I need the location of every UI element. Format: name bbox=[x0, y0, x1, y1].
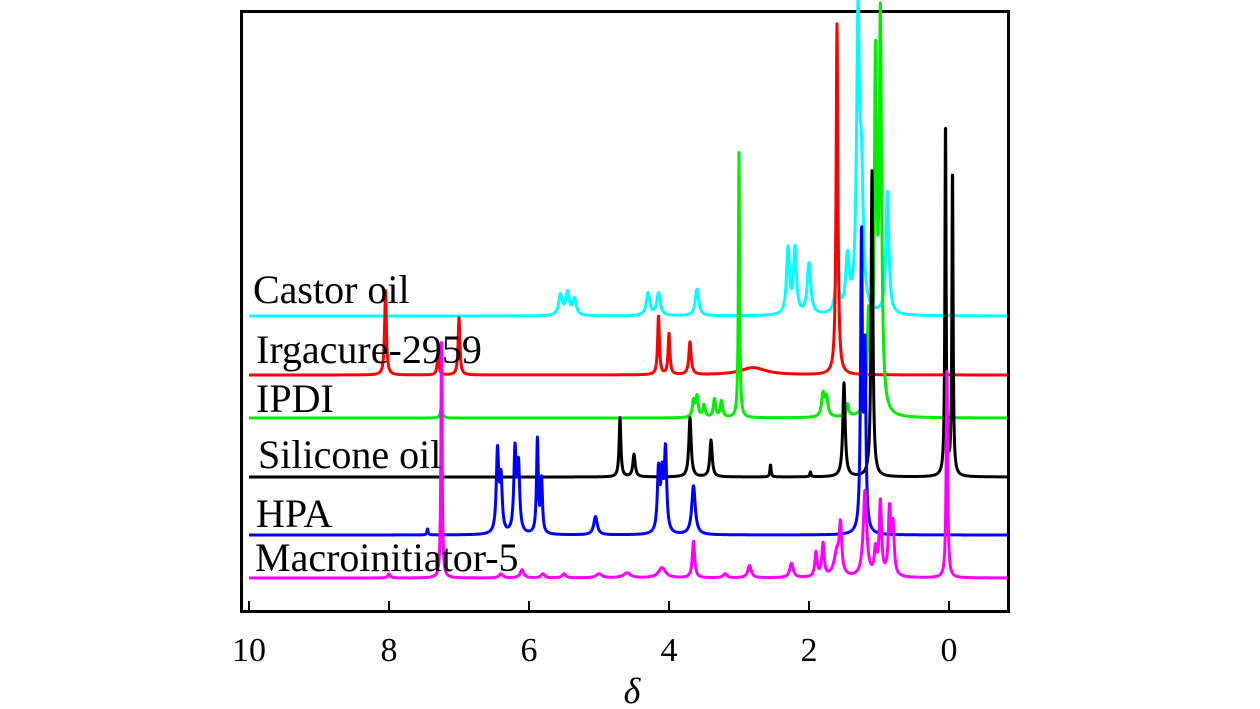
series-label-ipdi: IPDI bbox=[256, 376, 334, 421]
x-axis-title: δ bbox=[624, 671, 642, 709]
series-label-silicone-oil: Silicone oil bbox=[258, 432, 441, 477]
series-label-macroinitiator-5: Macroinitiator-5 bbox=[255, 535, 519, 580]
plot-frame bbox=[240, 10, 1010, 613]
x-tick-label: 10 bbox=[232, 632, 266, 669]
series-line-ipdi bbox=[247, 1, 1009, 420]
x-tick-label: 6 bbox=[521, 632, 538, 669]
series-layer bbox=[247, 0, 1009, 580]
series-label-castor-oil: Castor oil bbox=[253, 267, 410, 312]
series-label-hpa: HPA bbox=[256, 491, 332, 536]
series-line-castor-oil bbox=[247, 0, 1009, 318]
x-tick-label: 4 bbox=[661, 632, 678, 669]
x-tick-label: 0 bbox=[941, 632, 958, 669]
x-tick-label: 8 bbox=[381, 632, 398, 669]
series-label-irgacure-2959: Irgacure-2959 bbox=[256, 327, 482, 372]
series-line-silicone-oil bbox=[247, 126, 1009, 479]
x-axis-ticks: 10 8 6 4 2 0 bbox=[232, 601, 958, 669]
series-line-macroinitiator-5 bbox=[247, 341, 1009, 580]
x-tick-label: 2 bbox=[801, 632, 818, 669]
series-line-irgacure-2959 bbox=[247, 22, 1009, 377]
